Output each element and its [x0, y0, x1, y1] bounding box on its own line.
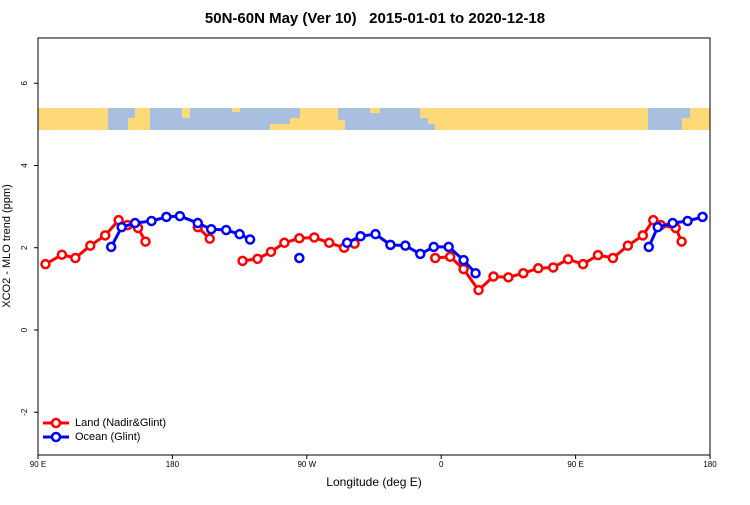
- data-point: [429, 252, 441, 264]
- y-tick-label: 6: [20, 80, 29, 85]
- y-tick-label: 2: [20, 245, 29, 250]
- data-point: [279, 237, 290, 249]
- data-point: [244, 234, 256, 245]
- data-point: [676, 236, 687, 247]
- data-point: [341, 237, 353, 249]
- data-point: [252, 253, 263, 265]
- data-point: [116, 221, 127, 233]
- y-axis-label: XCO2 - MLO trend (ppm): [1, 184, 13, 307]
- data-point: [56, 249, 68, 260]
- data-point: [503, 272, 514, 283]
- legend-label: Ocean (Glint): [75, 431, 140, 443]
- data-point: [309, 232, 320, 243]
- data-point: [70, 252, 81, 264]
- chart-title: 50N-60N May (Ver 10) 2015-01-01 to 2020-…: [205, 10, 545, 27]
- plot-frame: [37, 37, 711, 456]
- x-tick-label: 180: [703, 460, 717, 469]
- data-point: [192, 217, 204, 229]
- data-point: [237, 255, 248, 267]
- data-point: [547, 262, 559, 273]
- x-tick-label: 90 E: [30, 460, 46, 469]
- data-point: [458, 263, 469, 275]
- data-point: [648, 214, 659, 226]
- legend-swatch: [50, 417, 62, 429]
- data-point: [205, 223, 217, 235]
- x-axis-label: Longitude (deg E): [326, 475, 421, 489]
- data-point: [518, 267, 529, 279]
- map-strip: [38, 108, 710, 130]
- data-point: [458, 254, 469, 266]
- y-tick-label: -2: [20, 408, 29, 416]
- data-point: [85, 240, 96, 251]
- data-point: [682, 215, 693, 227]
- data-point: [415, 248, 426, 260]
- x-tick-label: 180: [166, 460, 180, 469]
- data-point: [667, 217, 678, 229]
- data-point: [385, 239, 396, 251]
- data-point: [161, 211, 172, 223]
- y-tick-label: 0: [20, 327, 29, 332]
- data-point: [370, 228, 381, 240]
- data-point: [652, 221, 663, 233]
- data-point: [643, 241, 655, 253]
- data-point: [129, 217, 141, 229]
- legend: Land (Nadir&Glint) Ocean (Glint): [43, 417, 166, 443]
- data-point: [105, 241, 117, 253]
- data-point: [562, 253, 574, 265]
- x-tick-label: 90 E: [567, 460, 583, 469]
- data-point: [174, 210, 186, 222]
- legend-swatch: [50, 431, 62, 443]
- data-point: [488, 271, 499, 282]
- data-point: [323, 237, 335, 249]
- data-point: [294, 252, 305, 264]
- legend-label: Land (Nadir&Glint): [75, 417, 166, 429]
- data-point: [473, 284, 484, 296]
- data-point: [428, 241, 439, 253]
- x-tick-label: 90 W: [297, 460, 316, 469]
- data-point: [40, 258, 51, 270]
- data-point: [294, 233, 305, 244]
- data-point: [622, 240, 634, 251]
- data-point: [265, 246, 277, 258]
- data-point: [577, 258, 589, 270]
- data-point: [592, 249, 604, 261]
- data-point: [234, 228, 245, 240]
- data-point: [355, 230, 366, 242]
- y-tick-label: 4: [20, 163, 29, 168]
- data-point: [140, 236, 151, 247]
- x-tick-label: 0: [439, 460, 444, 469]
- data-point: [444, 251, 456, 263]
- data-point: [697, 211, 708, 223]
- data-point: [533, 263, 544, 274]
- data-point: [146, 215, 157, 227]
- data-point: [637, 230, 649, 241]
- data-point: [220, 224, 232, 236]
- data-point: [443, 241, 454, 253]
- data-point: [607, 252, 619, 264]
- data-point: [204, 233, 215, 244]
- data-point: [99, 230, 111, 241]
- data-point: [400, 240, 411, 251]
- data-point: [470, 267, 481, 279]
